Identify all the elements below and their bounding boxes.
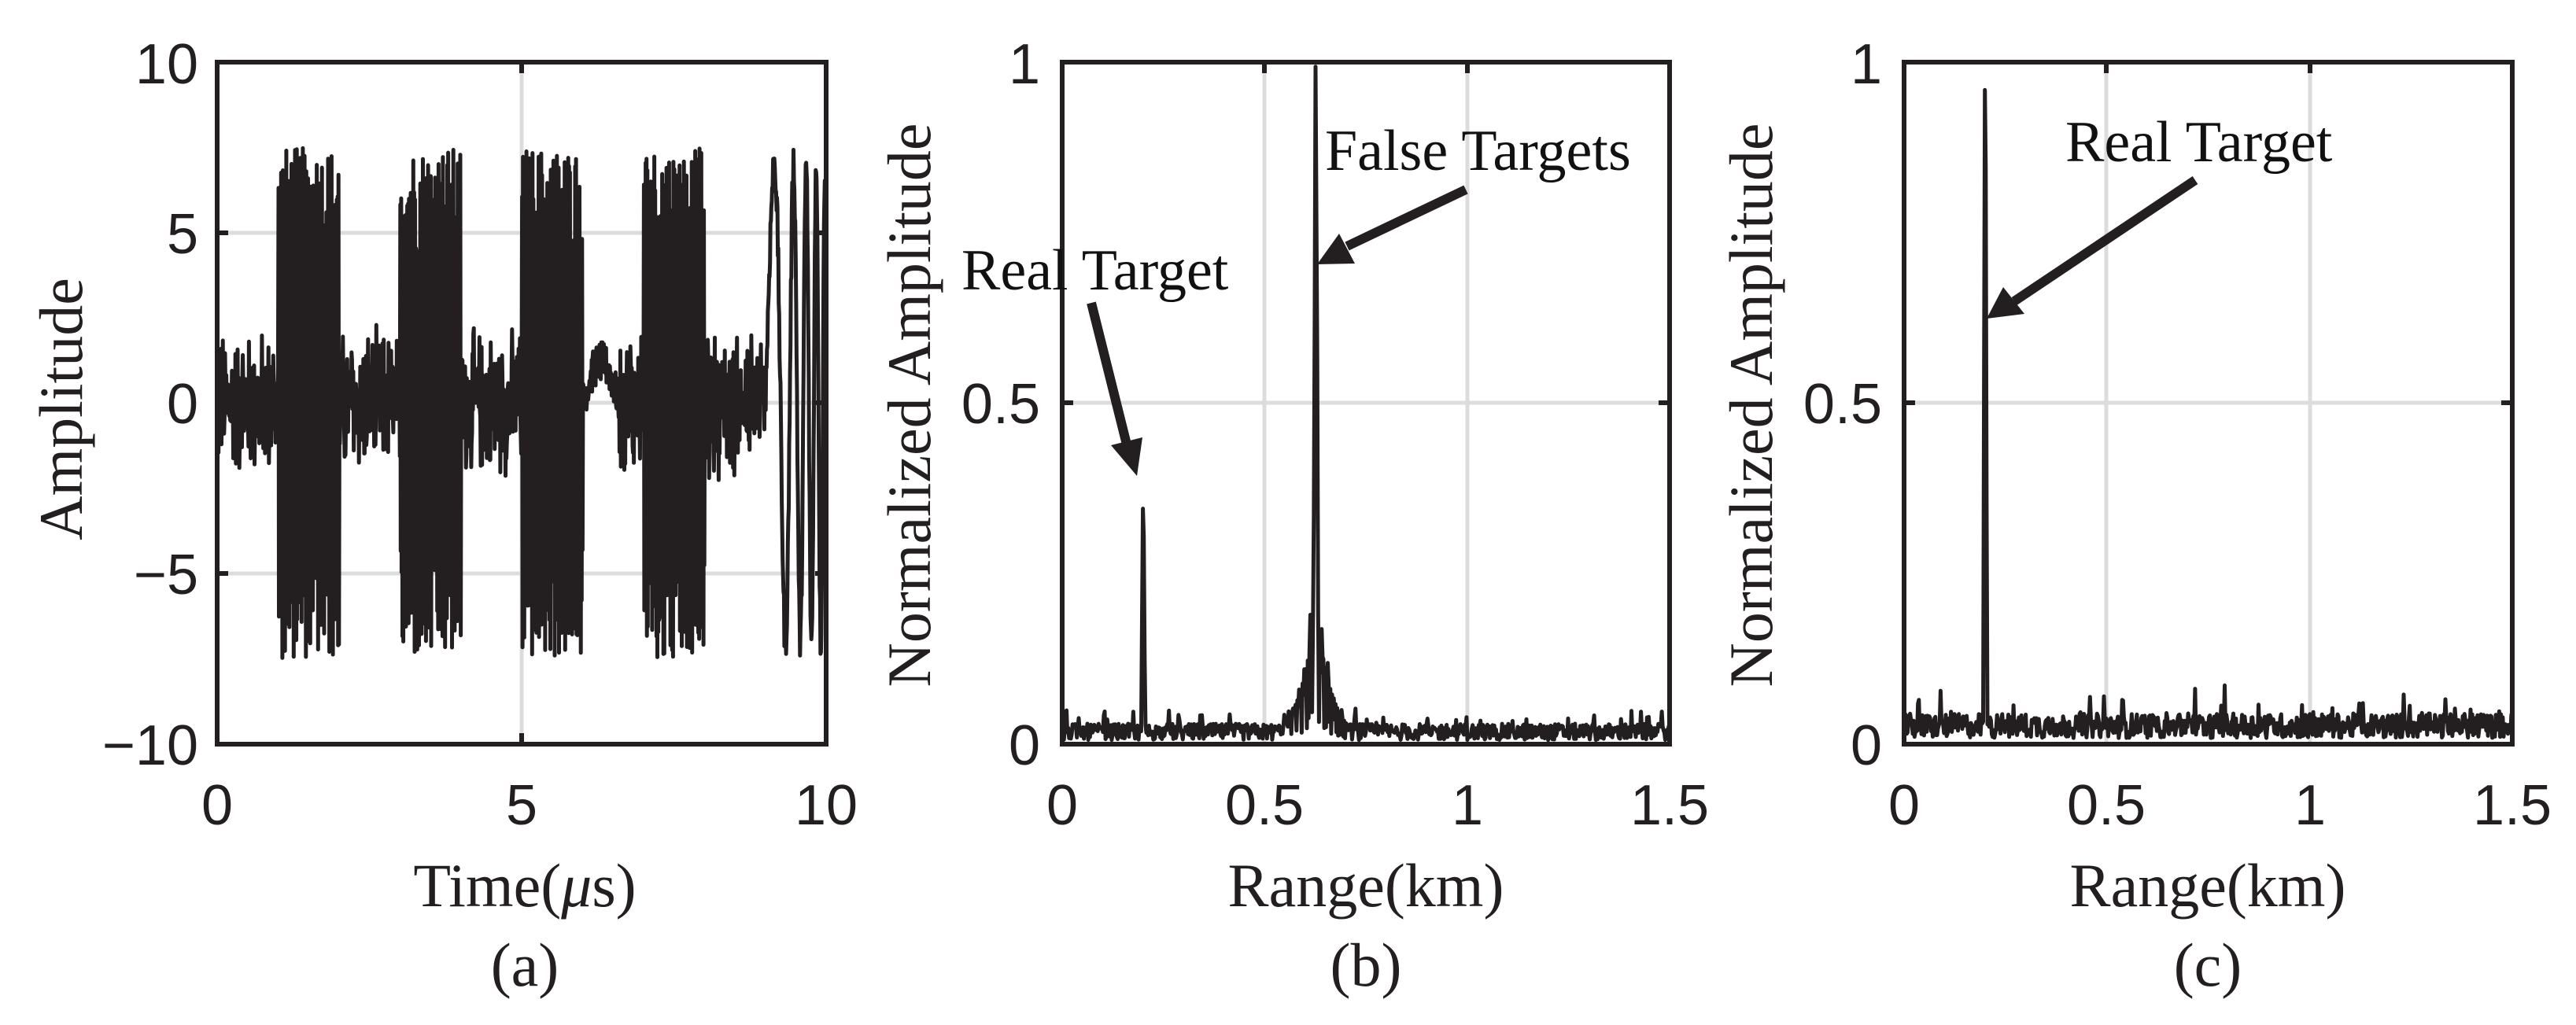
x-tick-label: 1.5 [1630, 774, 1709, 837]
panel-b-axes-frame [1060, 60, 1672, 747]
panel-c: 1 0.5 0 0 0.5 1 1.5 Normalized Amplitude… [1717, 33, 2552, 999]
panel-c-x-axis-label: Range(km) [2070, 851, 2346, 920]
x-tick-label: 1.5 [2473, 774, 2552, 837]
panel-b-x-axis-label: Range(km) [1228, 851, 1504, 920]
x-axis-label-tail: s) [592, 851, 636, 920]
y-tick-label: 5 [167, 203, 198, 266]
x-tick-label: 0.5 [2067, 774, 2146, 837]
x-tick-label: 0 [1888, 774, 1920, 837]
panel-a-y-tick-labels: 10 5 0 −5 −10 [102, 33, 198, 777]
arrow-icon [1087, 301, 1131, 446]
panel-b-grid [1062, 62, 1670, 744]
y-tick-label: 0 [1009, 714, 1040, 777]
panel-c-range-profile-trace [1902, 87, 2515, 740]
x-tick-label: 10 [795, 774, 858, 837]
y-tick-label: 10 [135, 33, 198, 96]
x-tick-label: 0 [1046, 774, 1078, 837]
annotation-false-targets-b: False Targets [1317, 119, 1631, 264]
y-tick-label: 1 [1851, 33, 1882, 96]
annotation-label: False Targets [1325, 119, 1631, 183]
panel-b-x-tick-labels: 0 0.5 1 1.5 [1046, 774, 1709, 837]
y-tick-label: −10 [102, 714, 198, 777]
y-tick-label: −5 [134, 544, 198, 607]
panel-c-y-axis-label: Normalized Amplitude [1717, 123, 1785, 687]
annotation-label: Real Target [2065, 110, 2333, 175]
x-tick-label: 0.5 [1225, 774, 1304, 837]
panel-c-axes-frame [1902, 60, 2515, 747]
x-axis-label-mu: μ [560, 851, 592, 920]
panel-b-range-profile-trace [1060, 65, 1672, 743]
panel-a-x-axis-label: Time(μs) [413, 851, 636, 920]
x-tick-label: 1 [2294, 774, 2326, 837]
panel-a-axes-frame [215, 60, 829, 747]
arrow-icon [1345, 185, 1468, 251]
panel-c-y-tick-labels: 1 0.5 0 [1803, 33, 1882, 777]
panel-a: 10 5 0 −5 −10 0 5 10 Amplitude Time(μs) … [27, 33, 858, 999]
arrowhead-icon [1111, 437, 1142, 476]
panel-b-y-tick-labels: 1 0.5 0 [961, 33, 1040, 777]
panel-c-grid [1904, 62, 2512, 744]
panel-b-y-axis-label: Normalized Amplitude [875, 123, 943, 687]
x-axis-label-main: Time( [413, 851, 561, 920]
panel-a-x-tick-labels: 0 5 10 [201, 774, 858, 837]
panel-a-signal-trace [215, 146, 829, 660]
x-tick-label: 1 [1452, 774, 1483, 837]
panel-c-caption: (c) [2174, 931, 2242, 999]
arrowhead-icon [1317, 234, 1355, 264]
y-tick-label: 0 [167, 373, 198, 436]
x-tick-label: 5 [506, 774, 537, 837]
y-tick-label: 1 [1009, 33, 1040, 96]
arrowhead-icon [1987, 287, 2024, 319]
y-tick-label: 0 [1851, 714, 1882, 777]
x-tick-label: 0 [201, 774, 233, 837]
panel-c-x-tick-labels: 0 0.5 1 1.5 [1888, 774, 2552, 837]
y-tick-label: 0.5 [1803, 373, 1882, 436]
annotation-label: Real Target [961, 238, 1229, 303]
annotation-real-target-b: Real Target [961, 238, 1229, 476]
panel-b: 1 0.5 0 0 0.5 1 1.5 Normalized Amplitude… [875, 33, 1709, 999]
y-tick-label: 0.5 [961, 373, 1040, 436]
panel-a-y-axis-label: Amplitude [27, 278, 95, 540]
panel-a-caption: (a) [491, 931, 559, 999]
arrow-icon [2011, 176, 2198, 305]
annotation-real-target-c: Real Target [1987, 110, 2333, 319]
panel-b-caption: (b) [1330, 931, 1402, 999]
